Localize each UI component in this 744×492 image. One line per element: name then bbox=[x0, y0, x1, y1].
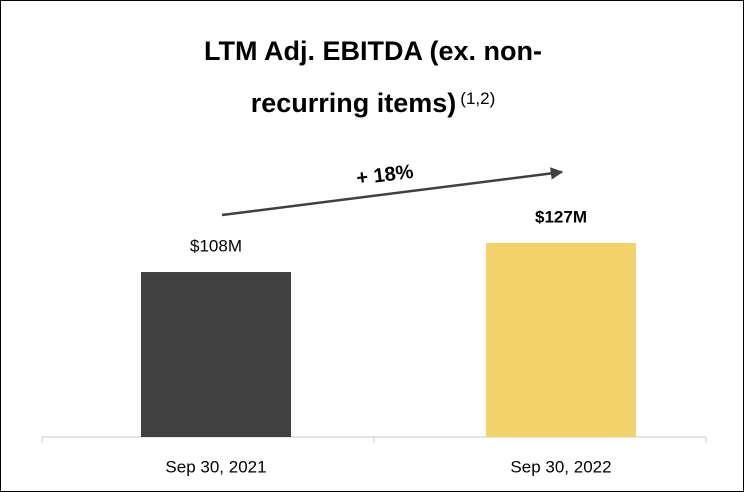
chart-title: LTM Adj. EBITDA (ex. non-recurring items… bbox=[163, 28, 583, 127]
x-tick-label: Sep 30, 2022 bbox=[510, 457, 611, 476]
value-label: $127M bbox=[535, 207, 587, 226]
title-note: (1,2) bbox=[460, 89, 496, 108]
x-tick-label: Sep 30, 2021 bbox=[165, 457, 266, 476]
bar bbox=[486, 243, 636, 437]
title-text: LTM Adj. EBITDA (ex. non-recurring items… bbox=[204, 36, 542, 118]
growth-arrow bbox=[221, 167, 564, 217]
annotation: + 18% bbox=[355, 161, 415, 190]
value-label: $108M bbox=[190, 237, 242, 256]
bar bbox=[141, 272, 291, 437]
